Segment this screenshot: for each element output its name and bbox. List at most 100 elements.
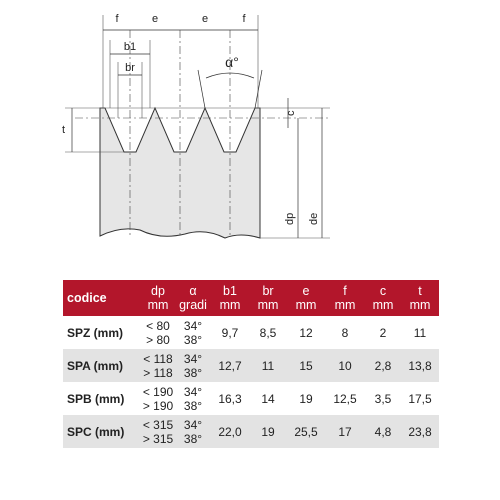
table-row: SPA (mm) < 118 > 118 34° 38° 12,7 11 15 10 2,8 13,… bbox=[63, 349, 439, 382]
cell-line: 38° bbox=[183, 365, 203, 380]
table-cell: SPZ (mm) bbox=[67, 325, 124, 340]
header-cell: c mm bbox=[365, 280, 401, 316]
cell-line: t bbox=[418, 284, 422, 298]
label-de: de bbox=[308, 213, 320, 225]
table-cell: 3,5 bbox=[374, 391, 392, 406]
table-cell: 19 bbox=[299, 391, 313, 406]
table-cell: SPC (mm) bbox=[63, 415, 141, 448]
cell-line: < 315 bbox=[142, 417, 174, 432]
table-cell: 2 bbox=[379, 325, 387, 340]
table-cell: 34° 38° bbox=[175, 382, 211, 415]
table-cell: 14 bbox=[261, 391, 275, 406]
table-cell: 13,8 bbox=[401, 349, 439, 382]
cell-line: < 80 bbox=[146, 318, 170, 333]
table-row: SPZ (mm) < 80 > 80 34° 38° 9,7 8,5 12 8 2 11 bbox=[63, 316, 439, 349]
table-cell: 10 bbox=[325, 349, 365, 382]
cell-line: α bbox=[189, 284, 197, 298]
cell-line: b1 bbox=[223, 284, 237, 298]
cell-line: > 118 bbox=[143, 365, 173, 380]
table-cell: 19 bbox=[249, 415, 287, 448]
cell-line: br bbox=[262, 284, 274, 298]
header-cell: e mm bbox=[287, 280, 325, 316]
table-cell: 4,8 bbox=[365, 415, 401, 448]
table-header: codice dp mm α gradi b1 mm br mm e mm f mm c mm t mm bbox=[63, 280, 439, 316]
cell-line: c bbox=[379, 284, 387, 298]
label-b1: b1 bbox=[124, 41, 136, 53]
cell-line: mm bbox=[295, 298, 317, 312]
cell-line: mm bbox=[219, 298, 241, 312]
cell-line: 38° bbox=[183, 332, 203, 347]
header-cell: α gradi bbox=[175, 280, 211, 316]
table-cell: 17,5 bbox=[408, 391, 432, 406]
table-cell: < 118 > 118 bbox=[141, 349, 175, 382]
table-row: SPC (mm) < 315 > 315 34° 38° 22,0 19 25,5 17 4,8 2… bbox=[63, 415, 439, 448]
header-cell: br mm bbox=[249, 280, 287, 316]
table-cell: 2,8 bbox=[365, 349, 401, 382]
table-cell: 12 bbox=[299, 325, 313, 340]
table-cell: < 190 > 190 bbox=[141, 382, 175, 415]
header-cell: t mm bbox=[401, 280, 439, 316]
cell-line: > 315 bbox=[142, 431, 174, 446]
cell-line: 34° bbox=[183, 417, 203, 432]
cell-line: mm bbox=[409, 298, 431, 312]
header-cell: b1 mm bbox=[211, 280, 249, 316]
table-cell: 17 bbox=[325, 415, 365, 448]
table-cell: < 315 > 315 bbox=[141, 415, 175, 448]
label-e: e bbox=[202, 13, 208, 25]
cell-line: dp bbox=[151, 284, 165, 298]
dimension-table: codice dp mm α gradi b1 mm br mm e mm f mm c mm t mm SPZ… bbox=[63, 280, 439, 448]
cell-line: 34° bbox=[183, 384, 203, 399]
cell-line: < 190 bbox=[142, 384, 174, 399]
table-body: SPZ (mm) < 80 > 80 34° 38° 9,7 8,5 12 8 2 11 SPA (m… bbox=[63, 316, 439, 448]
table-cell: 23,8 bbox=[401, 415, 439, 448]
centerlines bbox=[75, 30, 330, 238]
header-cell: f mm bbox=[325, 280, 365, 316]
label-f: f bbox=[242, 13, 246, 25]
pulley-drawing: f e e f b1 br α° t c dp de bbox=[62, 13, 330, 239]
label-alpha: α° bbox=[225, 54, 239, 70]
pulley-section bbox=[99, 106, 261, 239]
cell-line: mm bbox=[147, 298, 169, 312]
table-cell: 11 bbox=[249, 349, 287, 382]
cell-line: 34° bbox=[183, 351, 203, 366]
label-br: br bbox=[125, 62, 135, 74]
table-cell: 34° 38° bbox=[175, 316, 211, 349]
table-cell: 8 bbox=[341, 325, 349, 340]
table-cell: < 80 > 80 bbox=[141, 316, 175, 349]
cell-line: > 190 bbox=[142, 398, 174, 413]
table-cell: 12,5 bbox=[333, 391, 357, 406]
cell-line: 38° bbox=[183, 398, 203, 413]
dimension-lines bbox=[71, 29, 323, 238]
table-cell: 16,3 bbox=[218, 391, 242, 406]
label-dp: dp bbox=[284, 213, 296, 225]
table-cell: 22,0 bbox=[211, 415, 249, 448]
cell-line: gradi bbox=[179, 298, 207, 312]
table-cell: 25,5 bbox=[287, 415, 325, 448]
cell-line: 38° bbox=[183, 431, 203, 446]
table-cell: 8,5 bbox=[259, 325, 277, 340]
table-cell: 15 bbox=[287, 349, 325, 382]
table-cell: 11 bbox=[413, 325, 427, 340]
table-cell: SPA (mm) bbox=[63, 349, 141, 382]
cell-line: 34° bbox=[183, 318, 203, 333]
label-f: f bbox=[115, 13, 119, 25]
table-cell: SPB (mm) bbox=[67, 391, 125, 406]
cell-line: f bbox=[343, 284, 347, 298]
label-t: t bbox=[62, 124, 65, 136]
table-cell: 12,7 bbox=[211, 349, 249, 382]
cell-line: < 118 bbox=[143, 351, 173, 366]
table-cell: 34° 38° bbox=[175, 415, 211, 448]
label-c: c bbox=[285, 110, 297, 116]
cell-line: mm bbox=[372, 298, 394, 312]
cell-line: mm bbox=[334, 298, 356, 312]
cell-line: e bbox=[302, 284, 310, 298]
cell-line: mm bbox=[257, 298, 279, 312]
label-e: e bbox=[152, 13, 158, 25]
header-cell: codice bbox=[63, 280, 141, 316]
table-cell: 34° 38° bbox=[175, 349, 211, 382]
cell-line: > 80 bbox=[146, 332, 170, 347]
cell-line: codice bbox=[67, 291, 107, 305]
header-cell: dp mm bbox=[141, 280, 175, 316]
table-cell: 9,7 bbox=[221, 325, 239, 340]
